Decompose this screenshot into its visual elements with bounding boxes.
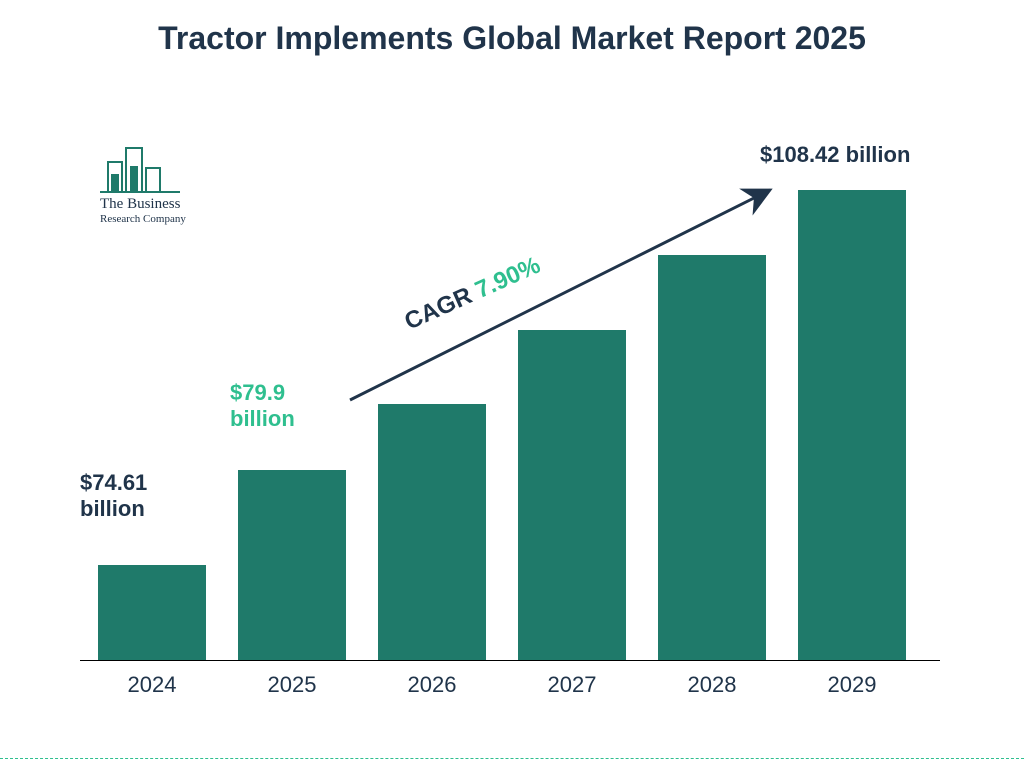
divider-dashed — [0, 758, 1024, 759]
x-label-2026: 2026 — [378, 672, 486, 698]
chart-title: Tractor Implements Global Market Report … — [0, 20, 1024, 57]
bar-2029 — [798, 190, 906, 660]
bar-2027 — [518, 330, 626, 660]
x-label-2029: 2029 — [798, 672, 906, 698]
bar-2025 — [238, 470, 346, 660]
value-callout-1: $79.9 billion — [230, 380, 350, 433]
value-callout-2: $108.42 billion — [760, 142, 970, 168]
x-axis-line — [80, 660, 940, 661]
x-label-2025: 2025 — [238, 672, 346, 698]
x-label-2028: 2028 — [658, 672, 766, 698]
x-label-2024: 2024 — [98, 672, 206, 698]
bar-2026 — [378, 404, 486, 660]
chart-canvas: { "title": { "text": "Tractor Implements… — [0, 0, 1024, 768]
bar-2024 — [98, 565, 206, 660]
bar-chart: 2024 2025 2026 2027 2028 2029 — [80, 160, 940, 720]
x-label-2027: 2027 — [518, 672, 626, 698]
bar-2028 — [658, 255, 766, 660]
value-callout-0: $74.61 billion — [80, 470, 200, 523]
